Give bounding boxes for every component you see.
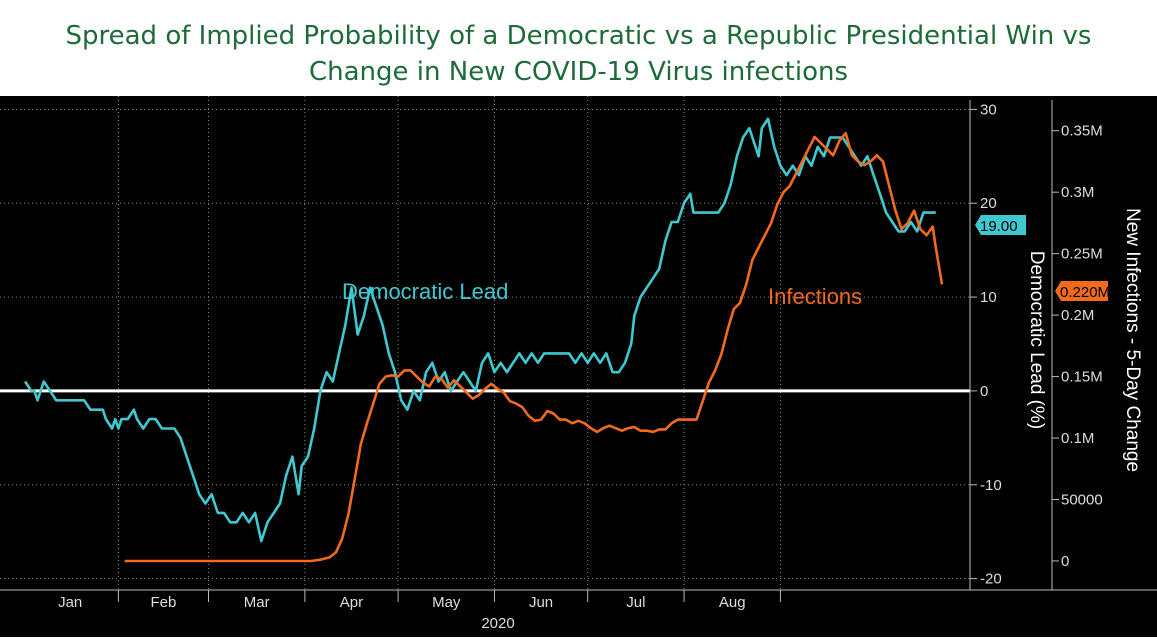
right-tick-label: 0.35M [1061, 123, 1103, 140]
right-tick-label: 0 [1061, 553, 1069, 570]
grid [0, 96, 970, 590]
right-axis-title: New Infections - 5-Day Change [1122, 208, 1143, 472]
left-tick-label: -20 [980, 571, 1002, 588]
right-tick-label: 0.15M [1061, 369, 1103, 386]
left-tick-label: 30 [980, 101, 997, 118]
x-tick-label: May [432, 594, 461, 611]
dem-last-value: 19.00 [980, 218, 1018, 235]
dem-last-value-badge: 19.00 [975, 215, 1026, 235]
infections-last-value: 0.220M [1060, 284, 1110, 301]
left-tick-label: -10 [980, 477, 1002, 494]
x-axis-year-label: 2020 [481, 615, 514, 632]
x-tick-label: Jul [626, 594, 645, 611]
x-tick-label: Feb [150, 594, 176, 611]
infections-last-value-badge: 0.220M [1055, 281, 1110, 301]
right-tick-label: 0.1M [1061, 430, 1094, 447]
x-tick-label: Jun [529, 594, 553, 611]
left-axis-title: Democratic Lead (%) [1026, 251, 1047, 429]
annotation-infections: Infections [768, 284, 862, 309]
left-tick-label: 0 [980, 383, 988, 400]
x-tick-label: Jan [58, 594, 82, 611]
left-tick-label: 20 [980, 195, 997, 212]
series-line-democratic-lead [24, 117, 936, 543]
right-tick-label: 0.2M [1061, 307, 1094, 324]
bottom-border [0, 632, 1157, 636]
axis-layer: Jan Feb Mar Apr May Jun Jul Aug 30 20 10 0 -10 -20 0.3… [0, 100, 1157, 611]
series-line-infections [124, 131, 944, 563]
chart-title-line-1: Spread of Implied Probability of a Democ… [65, 21, 1092, 51]
right-tick-label: 50000 [1061, 491, 1103, 508]
annotation-democratic-lead: Democratic Lead [342, 279, 508, 304]
chart-title: Spread of Implied Probability of a Democ… [0, 18, 1157, 90]
right-tick-label: 0.3M [1061, 184, 1094, 201]
x-tick-label: Aug [719, 594, 746, 611]
right-tick-label: 0.25M [1061, 246, 1103, 263]
x-tick-label: Mar [244, 594, 270, 611]
left-tick-label: 10 [980, 289, 997, 306]
x-tick-label: Apr [340, 594, 363, 611]
chart-background [0, 96, 1157, 637]
chart-title-line-2: Change in New COVID-19 Virus infections [308, 57, 849, 87]
series-layer [0, 117, 970, 563]
